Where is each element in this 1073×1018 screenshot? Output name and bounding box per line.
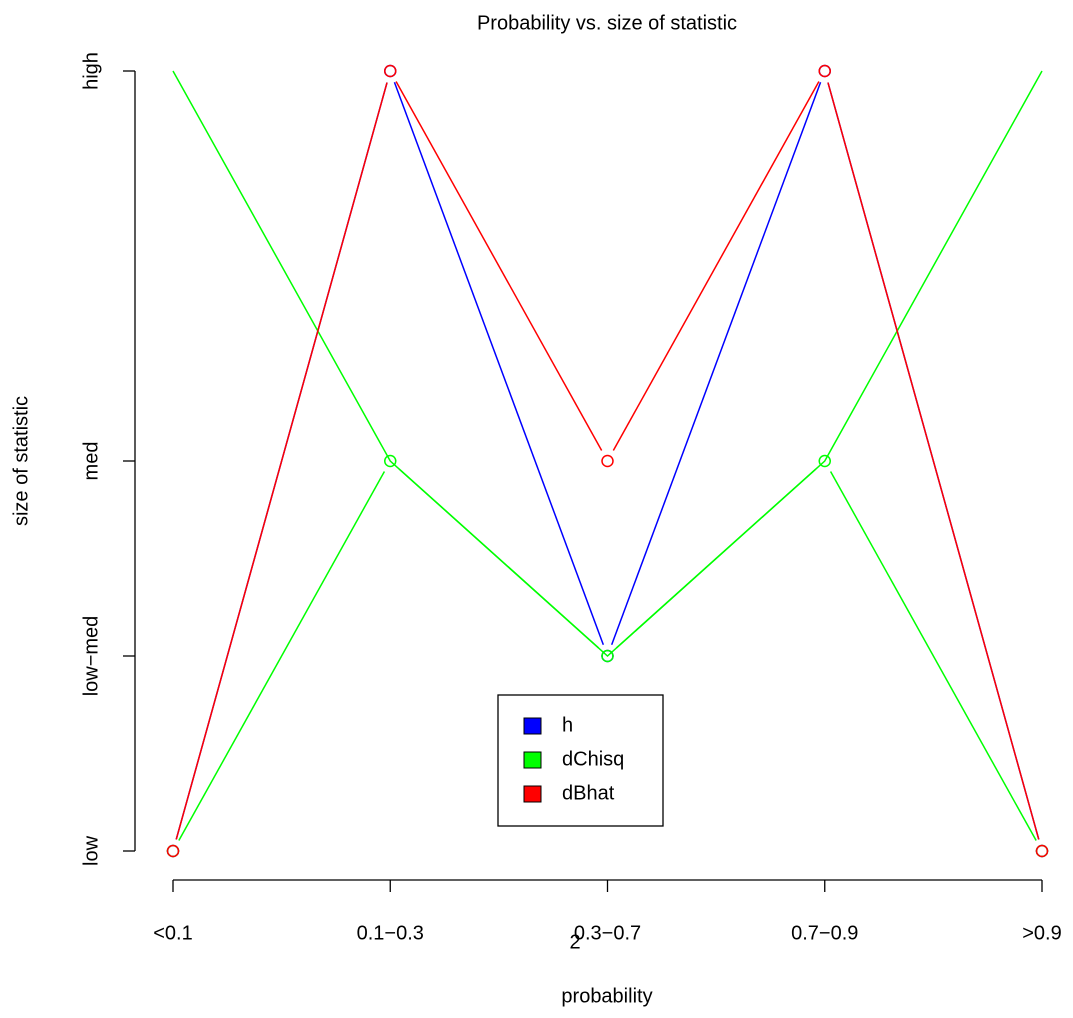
x-tick-label: >0.9 [1022,922,1061,944]
series [166,64,1049,858]
legend-label: h [562,714,573,736]
legend: h dChisq dBhat [497,694,664,827]
series-segment [175,82,388,840]
series-segment [178,471,386,841]
data-point [166,844,180,858]
annotation: 2 [569,931,580,953]
series-segment [612,81,820,451]
data-point [818,454,831,468]
data-point [1035,844,1049,858]
series-segment [827,82,1040,840]
x-tick-label: 0.3−0.7 [574,922,641,944]
series-segment [829,471,1037,841]
series-segment [395,81,603,451]
chart-title: Probability vs. size of statistic [477,12,737,34]
legend-label: dChisq [562,748,624,770]
legend-swatch [523,717,542,735]
series-segment [615,468,817,649]
legend-label: dBhat [562,782,615,804]
x-tick-label: 0.1−0.3 [357,922,424,944]
data-point [601,454,614,468]
legend-swatch [523,751,542,769]
data-point [601,649,614,663]
data-point [384,64,397,78]
data-point [818,64,831,78]
series-segment [393,81,605,646]
series-line [172,70,1043,658]
y-tick-label: low−med [80,616,102,697]
y-tick-label: low [80,835,102,866]
series-segment [610,81,822,646]
y-tick-label: med [80,442,102,481]
series-segment [398,468,600,649]
x-tick-label: 0.7−0.9 [791,922,858,944]
x-tick-label: <0.1 [153,922,192,944]
x-axis-label: probability [561,985,652,1007]
data-point [384,454,397,468]
legend-swatch [523,785,542,803]
y-tick-label: high [80,52,102,90]
y-axis-label: size of statistic [10,396,32,526]
series [166,454,1049,858]
series [172,70,1043,658]
